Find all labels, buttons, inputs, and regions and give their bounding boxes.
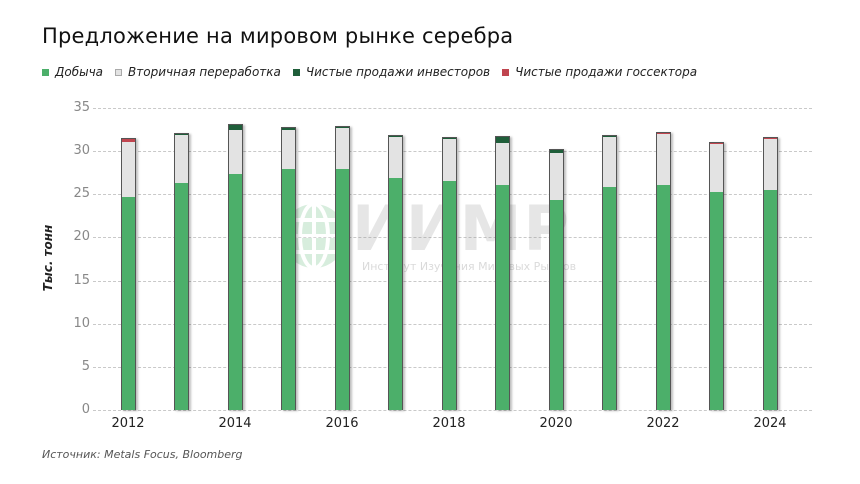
- bar-segment: [763, 189, 777, 410]
- bar-segment: [603, 136, 616, 188]
- bar-segment: [710, 142, 723, 144]
- bar-segment: [175, 183, 188, 410]
- gridline: [93, 108, 812, 109]
- bar-segment: [496, 142, 509, 185]
- legend-item-recycling: Вторичная переработка: [115, 65, 281, 79]
- bar-segment: [656, 184, 670, 410]
- legend-label: Чистые продажи госсектора: [515, 65, 698, 79]
- x-tick-label: 2014: [218, 416, 252, 431]
- source-note: Источник: Metals Focus, Bloomberg: [42, 448, 243, 461]
- bar-segment: [335, 169, 349, 410]
- bar-segment: [335, 127, 349, 170]
- bar-segment: [389, 135, 402, 137]
- legend: Добыча Вторичная переработка Чистые прод…: [42, 65, 697, 79]
- bar-segment: [603, 187, 616, 410]
- bar-segment: [656, 134, 670, 185]
- bar-segment: [710, 192, 723, 410]
- bar-2012: [120, 138, 136, 410]
- y-tick-label: 35: [73, 99, 90, 115]
- legend-label: Добыча: [55, 65, 104, 79]
- bar-segment: [121, 139, 135, 142]
- bar-segment: [389, 177, 402, 410]
- y-tick-label: 25: [73, 186, 90, 202]
- bar-2020: [548, 148, 564, 410]
- bar-segment: [763, 139, 777, 190]
- bar-2021: [602, 134, 617, 410]
- swatch-government-icon: [502, 68, 510, 76]
- bar-segment: [175, 134, 188, 184]
- chart-title: Предложение на мировом рынке серебра: [42, 24, 514, 48]
- bar-segment: [282, 129, 295, 170]
- bar-segment: [282, 127, 295, 130]
- x-tick-label: 2018: [432, 416, 466, 431]
- y-tick-label: 20: [73, 229, 90, 245]
- x-tick-label: 2024: [753, 416, 787, 431]
- bar-segment: [175, 134, 188, 135]
- bar-segment: [442, 181, 456, 410]
- bar-segment: [549, 200, 563, 410]
- bar-segment: [549, 149, 563, 153]
- legend-label: Вторичная переработка: [128, 65, 281, 79]
- bar-2017: [388, 134, 403, 410]
- bar-segment: [335, 127, 349, 128]
- bar-segment: [496, 184, 509, 410]
- y-tick-label: 30: [73, 142, 90, 158]
- bar-segment: [710, 143, 723, 193]
- bar-2018: [441, 137, 457, 410]
- x-tick-label: 2016: [325, 416, 359, 431]
- bar-segment: [496, 137, 509, 143]
- bar-2013: [174, 133, 189, 410]
- bar-2016: [334, 126, 350, 410]
- bar-segment: [442, 138, 456, 140]
- x-tick-label: 2022: [646, 416, 680, 431]
- x-tick-label: 2020: [539, 416, 573, 431]
- y-tick-label: 10: [73, 315, 90, 331]
- bar-segment: [656, 133, 670, 135]
- swatch-investors-icon: [292, 68, 300, 76]
- bar-segment: [549, 152, 563, 201]
- watermark-text: ИИМР: [352, 192, 571, 265]
- bar-segment: [282, 169, 295, 410]
- y-tick-label: 15: [73, 272, 90, 288]
- legend-label: Чистые продажи инвесторов: [305, 65, 491, 79]
- bar-segment: [228, 129, 242, 175]
- bar-2019: [495, 136, 510, 410]
- bar-2022: [655, 132, 671, 410]
- bar-2023: [709, 141, 724, 410]
- bar-segment: [121, 141, 135, 197]
- gridline: [93, 410, 812, 411]
- legend-item-investors: Чистые продажи инвесторов: [292, 65, 491, 79]
- y-tick-label: 0: [81, 401, 90, 417]
- bar-segment: [763, 138, 777, 140]
- legend-item-mining: Добыча: [42, 65, 103, 79]
- swatch-mining-icon: [42, 68, 49, 76]
- swatch-recycling-icon: [115, 68, 123, 76]
- legend-item-government: Чистые продажи госсектора: [502, 65, 697, 79]
- x-tick-label: 2012: [111, 416, 145, 431]
- bar-2015: [281, 126, 296, 410]
- bar-2024: [762, 137, 778, 410]
- bar-2014: [227, 124, 243, 410]
- bar-segment: [228, 125, 242, 130]
- y-tick-label: 5: [81, 358, 90, 374]
- bar-segment: [389, 136, 402, 178]
- bar-segment: [121, 196, 135, 410]
- bar-segment: [228, 174, 242, 410]
- bar-segment: [442, 139, 456, 182]
- bar-segment: [603, 135, 616, 137]
